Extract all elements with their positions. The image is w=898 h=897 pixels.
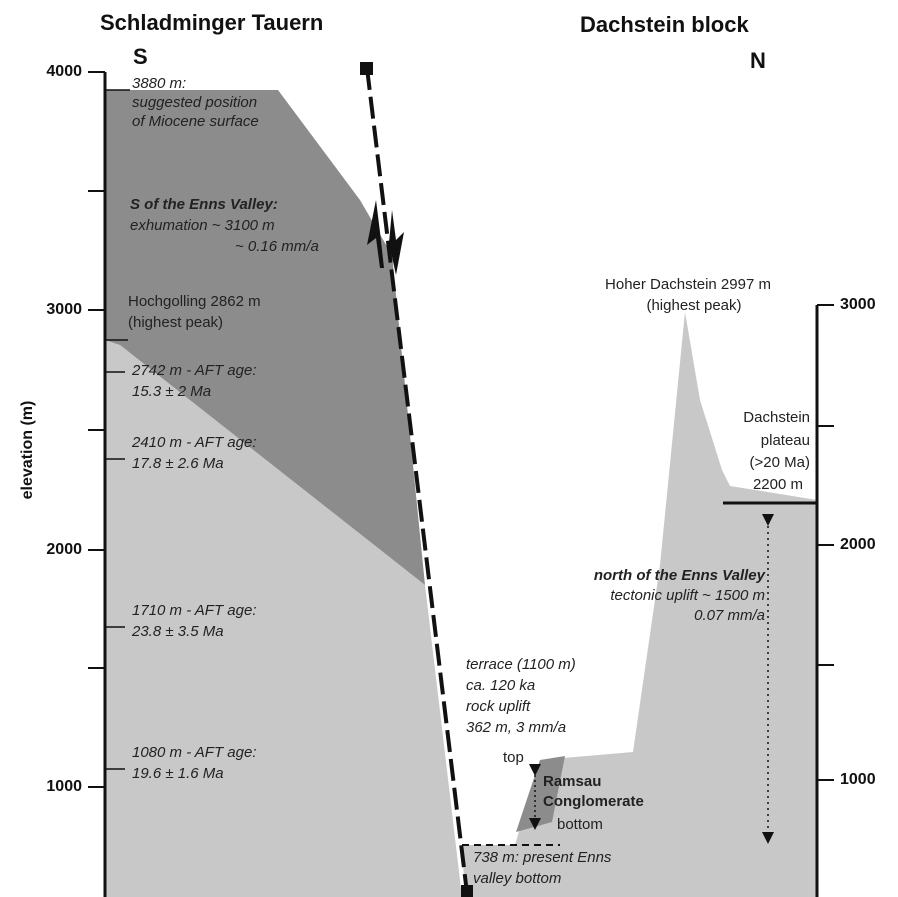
annotation: 2410 m - AFT age: — [131, 434, 257, 451]
fault-end — [360, 62, 373, 75]
annotation: 17.8 ± 2.6 Ma — [132, 455, 224, 472]
annotation: north of the Enns Valley — [594, 567, 766, 584]
annotation: top — [503, 749, 524, 766]
annotation: (highest peak) — [128, 314, 223, 331]
annotation: rock uplift — [466, 698, 531, 715]
axis-label: elevation (m) — [19, 401, 36, 500]
side-label: N — [750, 48, 766, 73]
annotation: Dachstein — [743, 409, 810, 426]
annotation: of Miocene surface — [132, 113, 259, 130]
annotation: 2742 m - AFT age: — [131, 362, 257, 379]
tick-label: 1000 — [840, 771, 876, 788]
tick-label: 3000 — [840, 296, 876, 313]
annotation: (highest peak) — [646, 297, 741, 314]
annotation: ca. 120 ka — [466, 677, 535, 694]
annotation: terrace (1100 m) — [466, 656, 576, 673]
annotation: 2200 m — [753, 476, 803, 493]
side-label: S — [133, 44, 148, 69]
annotation: 738 m: present Enns — [473, 849, 612, 866]
annotation: exhumation ~ 3100 m — [130, 217, 275, 234]
annotation: valley bottom — [473, 870, 561, 887]
diagram: Schladminger Tauern S Dachstein block N … — [0, 0, 898, 897]
annotation: 0.07 mm/a — [694, 607, 765, 624]
annotation: 1710 m - AFT age: — [132, 602, 257, 619]
annotation: Hochgolling 2862 m — [128, 293, 261, 310]
annotation: bottom — [557, 816, 603, 833]
annotation: 23.8 ± 3.5 Ma — [131, 623, 224, 640]
annotation: plateau — [761, 432, 810, 449]
left-title: Schladminger Tauern — [100, 10, 323, 35]
tick-label: 3000 — [46, 301, 82, 318]
annotation: 362 m, 3 mm/a — [466, 719, 566, 736]
fault-end — [461, 885, 473, 897]
annotation: tectonic uplift ~ 1500 m — [610, 587, 765, 604]
annotation: 15.3 ± 2 Ma — [132, 383, 211, 400]
tick-label: 2000 — [46, 541, 82, 558]
tick-label: 4000 — [46, 63, 82, 80]
annotation: (>20 Ma) — [750, 454, 810, 471]
tick-label: 1000 — [46, 778, 82, 795]
annotation: S of the Enns Valley: — [130, 196, 278, 213]
annotation: ~ 0.16 mm/a — [235, 238, 319, 255]
annotation: 1080 m - AFT age: — [132, 744, 257, 761]
annotation: Conglomerate — [543, 793, 644, 810]
right-title: Dachstein block — [580, 12, 749, 37]
annotation: 3880 m: — [132, 75, 186, 92]
annotation: Ramsau — [543, 773, 601, 790]
annotation: suggested position — [132, 94, 257, 111]
annotation: 19.6 ± 1.6 Ma — [132, 765, 224, 782]
annotation: Hoher Dachstein 2997 m — [605, 276, 771, 293]
tick-label: 2000 — [840, 536, 876, 553]
